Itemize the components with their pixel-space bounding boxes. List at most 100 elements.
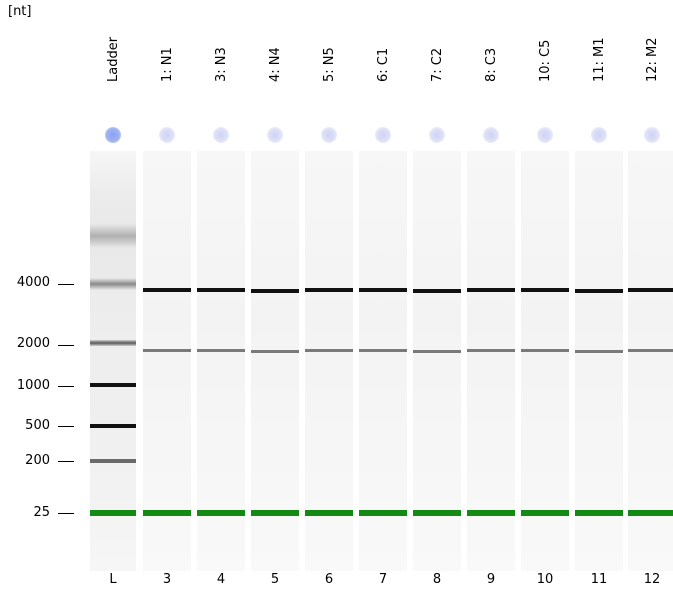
lane-number: 6 — [324, 572, 334, 587]
sample-well-dot — [537, 127, 553, 143]
y-tick-200 — [58, 461, 74, 462]
y-tick-500 — [58, 426, 74, 427]
sample-well-dot — [321, 127, 337, 143]
sample-well-dot — [483, 127, 499, 143]
lane-number: 8 — [432, 572, 442, 587]
y-tick-2000 — [58, 345, 74, 346]
lower-marker-band — [359, 510, 407, 516]
lane-title-text: 12: M2 — [645, 37, 660, 82]
y-label-25: 25 — [33, 505, 50, 520]
sample-well-dot — [267, 127, 283, 143]
secondary-band — [197, 349, 245, 352]
secondary-band — [251, 350, 299, 353]
lane-number: 11 — [590, 572, 608, 587]
ladder-lane — [90, 151, 136, 571]
secondary-band — [413, 350, 461, 353]
lane-title-text: Ladder — [106, 36, 121, 82]
y-tick-25 — [58, 513, 74, 514]
lane-number: L — [109, 572, 117, 587]
y-label-2000: 2000 — [16, 336, 50, 351]
secondary-band — [628, 349, 673, 352]
lower-marker-band — [413, 510, 461, 516]
main-band — [521, 288, 569, 292]
main-band — [197, 288, 245, 292]
main-band — [143, 288, 191, 292]
lane-title: 8: C3 — [481, 0, 501, 98]
lane-title: 6: C1 — [373, 0, 393, 98]
y-tick-1000 — [58, 386, 74, 387]
ladder-band-500 — [90, 424, 136, 428]
lower-marker-band — [521, 510, 569, 516]
lower-marker-band — [467, 510, 515, 516]
lane-number: 12 — [643, 572, 661, 587]
main-band — [575, 289, 623, 293]
sample-well-dot — [159, 127, 175, 143]
lane-title: 3: N3 — [211, 0, 231, 98]
unit-label: [nt] — [8, 4, 32, 19]
lane-title: 10: C5 — [535, 0, 555, 98]
y-tick-4000 — [58, 284, 74, 285]
secondary-band — [521, 349, 569, 352]
ladder-band-200 — [90, 459, 136, 463]
lane-number: 3 — [162, 572, 172, 587]
lane-title: Ladder — [103, 0, 123, 98]
sample-well-dot — [429, 127, 445, 143]
sample-lane — [628, 151, 673, 571]
sample-well-dot — [375, 127, 391, 143]
ladder-band-2000 — [90, 340, 136, 346]
lane-title-text: 7: C2 — [430, 47, 445, 82]
lane-title: 12: M2 — [642, 0, 662, 98]
lane-title: 5: N5 — [319, 0, 339, 98]
ladder-well-dot — [105, 127, 121, 143]
sample-lane — [467, 151, 515, 571]
lower-marker-band — [628, 510, 673, 516]
lane-title-text: 11: M1 — [592, 37, 607, 82]
main-band — [305, 288, 353, 292]
y-label-500: 500 — [25, 418, 50, 433]
lower-marker-band — [575, 510, 623, 516]
lane-title: 4: N4 — [265, 0, 285, 98]
lane-number: 7 — [378, 572, 388, 587]
sample-lane — [197, 151, 245, 571]
sample-lane — [521, 151, 569, 571]
main-band — [467, 288, 515, 292]
secondary-band — [305, 349, 353, 352]
main-band — [628, 288, 673, 292]
lane-title: 1: N1 — [157, 0, 177, 98]
y-label-200: 200 — [25, 453, 50, 468]
lane-title-text: 6: C1 — [376, 47, 391, 82]
ladder-band-4000 — [90, 278, 136, 290]
sample-lane — [359, 151, 407, 571]
lane-number: 10 — [536, 572, 554, 587]
lower-marker-band — [143, 510, 191, 516]
secondary-band — [143, 349, 191, 352]
ladder-band-1000 — [90, 383, 136, 387]
ladder-band-smear — [90, 224, 136, 248]
lower-marker-band — [305, 510, 353, 516]
sample-well-dot — [644, 127, 660, 143]
y-label-4000: 4000 — [16, 275, 50, 290]
lane-title-text: 1: N1 — [160, 47, 175, 82]
lower-marker-band — [197, 510, 245, 516]
secondary-band — [467, 349, 515, 352]
sample-lane — [413, 151, 461, 571]
lane-number: 9 — [486, 572, 496, 587]
main-band — [251, 289, 299, 293]
main-band — [359, 288, 407, 292]
lane-title-text: 3: N3 — [214, 47, 229, 82]
sample-well-dot — [591, 127, 607, 143]
lower-marker-band — [251, 510, 299, 516]
y-label-1000: 1000 — [16, 378, 50, 393]
lane-title-text: 4: N4 — [268, 47, 283, 82]
lane-number: 4 — [216, 572, 226, 587]
sample-well-dot — [213, 127, 229, 143]
lower-marker-band — [90, 510, 136, 516]
sample-lane — [575, 151, 623, 571]
lane-title-text: 8: C3 — [484, 47, 499, 82]
secondary-band — [575, 350, 623, 353]
lane-title: 7: C2 — [427, 0, 447, 98]
secondary-band — [359, 349, 407, 352]
sample-lane — [143, 151, 191, 571]
lane-title: 11: M1 — [589, 0, 609, 98]
sample-lane — [305, 151, 353, 571]
